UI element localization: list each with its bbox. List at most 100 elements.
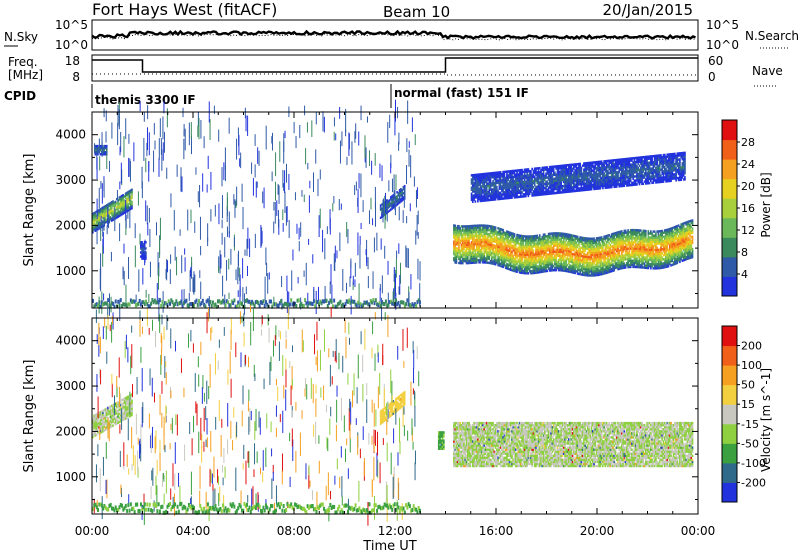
data-cell [575,255,578,259]
data-cell [618,230,621,234]
data-cell [503,243,506,247]
data-cell [573,259,575,262]
data-cell [479,259,482,262]
data-cell [599,256,602,260]
data-cell [583,273,585,277]
data-cell [564,188,566,192]
data-cell [482,191,484,194]
data-cell [663,251,666,255]
data-cell [109,218,112,221]
data-cell [508,243,511,246]
data-cell [684,252,686,255]
data-cell [472,239,474,242]
data-cell [591,264,594,267]
data-cell [566,168,569,171]
data-cell [561,250,564,254]
data-cell [629,247,632,250]
data-cell [604,269,607,273]
data-cell [487,261,489,264]
data-cell [557,169,560,172]
data-cell [518,250,521,254]
data-cell [594,247,597,250]
data-cell [502,178,504,182]
data-cell [461,247,464,251]
data-cell [574,265,576,269]
data-cell [460,237,463,240]
data-cell [570,264,573,268]
data-cell [527,170,530,173]
data-cell [498,191,501,195]
data-cell [638,263,641,267]
data-cell [624,266,627,269]
data-cell [501,246,503,250]
data-cell [684,254,686,257]
data-cell [549,192,551,195]
data-cell [123,203,126,206]
data-cell [506,186,508,190]
data-cell [469,226,472,230]
data-cell [578,170,580,174]
data-cell [609,251,612,255]
data-cell [488,184,491,187]
data-cell [494,248,497,252]
data-cell [489,176,492,179]
data-cell [455,232,458,236]
data-cell [528,249,531,253]
data-cell [626,251,628,255]
data-cell [652,252,655,256]
data-cell [498,193,501,197]
data-cell [623,264,626,267]
data-cell [613,242,616,245]
data-cell [610,241,613,244]
data-cell [681,241,684,244]
nsky-panel: N.Sky 10^5 10^0 10^5 10^0 N.Search [4,18,799,52]
data-cell [538,236,541,239]
data-cell [521,255,523,258]
data-cell [589,253,592,257]
data-cell [675,262,677,265]
data-cell [102,216,104,220]
data-cell [508,184,511,187]
data-cell [536,259,539,262]
data-cell [535,179,537,183]
data-cell [455,259,458,262]
data-cell [468,243,470,246]
data-cell [590,257,593,261]
data-cell [493,181,496,185]
data-cell [567,174,570,177]
data-cell [687,238,690,242]
data-cell [600,244,603,247]
data-cell [639,253,642,257]
data-cell [607,246,609,250]
data-cell [498,181,501,184]
data-cell [506,258,508,262]
data-cell [465,261,468,265]
data-cell [488,172,491,175]
data-cell [626,233,628,236]
data-cell [513,253,516,256]
data-cell [504,235,507,239]
data-cell [543,251,546,255]
data-cell [522,271,525,275]
data-cell [566,268,569,271]
data-cell [93,220,95,223]
data-cell [566,174,569,177]
data-cell [594,269,597,273]
data-cell [468,237,470,240]
data-cell [108,220,111,224]
data-cell [567,262,570,265]
data-cell [141,247,143,250]
data-cell [507,238,510,242]
data-cell [478,187,480,191]
data-cell [595,179,598,182]
data-cell [530,253,532,257]
data-cell [542,170,545,174]
data-cell [521,183,523,186]
data-cell [489,231,492,234]
data-cell [506,252,508,256]
data-cell [663,243,666,246]
data-cell [578,175,580,178]
data-cell [636,263,638,267]
data-cell [546,182,549,185]
data-cell [655,260,657,264]
